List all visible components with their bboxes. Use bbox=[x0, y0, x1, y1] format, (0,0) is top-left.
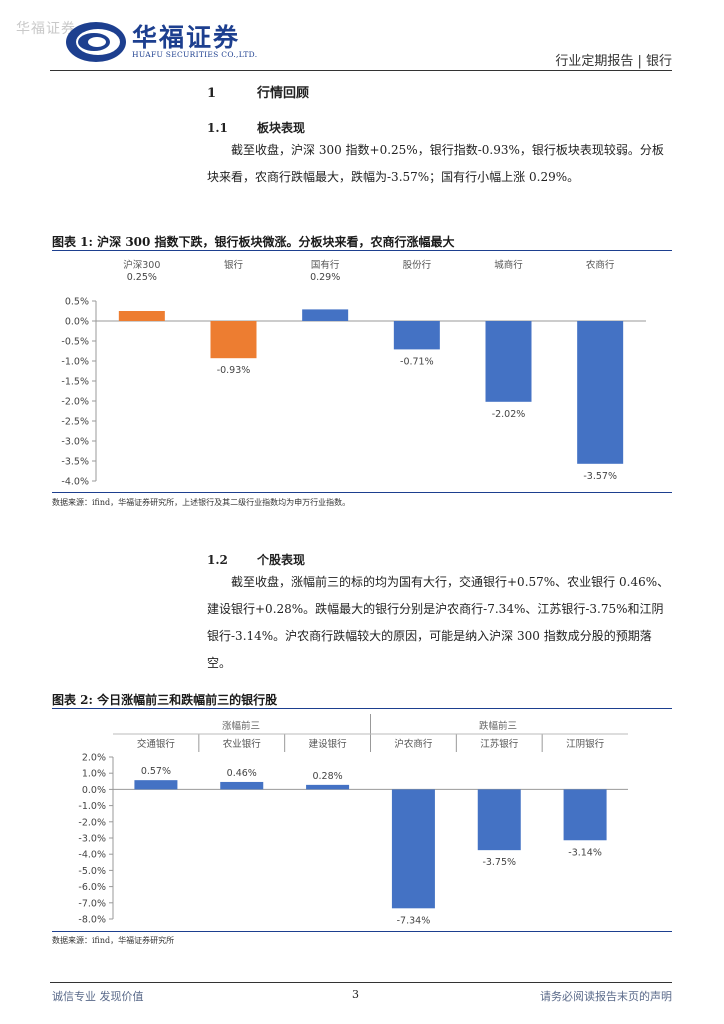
section-title: 板块表现 bbox=[257, 121, 306, 135]
bar bbox=[134, 780, 178, 790]
category-label: 江阴银行 bbox=[566, 738, 605, 750]
footer-slogan: 诚信专业 发现价值 bbox=[52, 990, 144, 1003]
category-label: 国有行 bbox=[311, 259, 340, 271]
section-number: 1 bbox=[207, 86, 217, 101]
y-tick-label: -3.0% bbox=[61, 437, 89, 448]
section-title: 个股表现 bbox=[257, 553, 306, 567]
header-divider bbox=[50, 70, 672, 71]
bar bbox=[391, 789, 435, 909]
logo-en-text: HUAFU SECURITIES CO.,LTD. bbox=[132, 50, 258, 59]
y-tick-label: 0.5% bbox=[65, 297, 89, 308]
category-label: 交通银行 bbox=[137, 738, 176, 750]
data-label: -0.71% bbox=[400, 356, 434, 367]
category-label: 沪深300 bbox=[123, 259, 160, 271]
y-tick-label: -6.0% bbox=[78, 882, 106, 893]
section-number: 1.2 bbox=[207, 553, 228, 567]
footer-disclaimer: 请务必阅读报告末页的声明 bbox=[540, 990, 672, 1003]
y-tick-label: -1.0% bbox=[78, 801, 106, 812]
logo-cn-text: 华福证券 bbox=[132, 23, 241, 52]
data-label: -3.75% bbox=[482, 857, 516, 868]
report-type-label: 行业定期报告 | 银行 bbox=[555, 54, 672, 69]
y-tick-label: -7.0% bbox=[78, 898, 106, 909]
bar bbox=[306, 784, 350, 790]
figure-2-bottom-rule bbox=[52, 931, 672, 932]
bar bbox=[220, 781, 264, 790]
watermark-text: 华福证券 bbox=[16, 21, 76, 37]
section-title: 行情回顾 bbox=[257, 86, 310, 101]
y-tick-label: -5.0% bbox=[78, 866, 106, 877]
y-tick-label: 2.0% bbox=[82, 753, 106, 764]
section-1-2-paragraph: 截至收盘，涨幅前三的标的均为国有大行，交通银行+0.57%、农业银行 0.46%… bbox=[207, 575, 670, 670]
bar bbox=[563, 789, 607, 841]
bar bbox=[118, 311, 165, 321]
category-label: 沪农商行 bbox=[394, 738, 433, 750]
section-heading-1: 1 行情回顾 bbox=[207, 82, 309, 101]
category-label: 农商行 bbox=[586, 259, 615, 271]
category-label: 股份行 bbox=[403, 259, 432, 271]
y-tick-label: -8.0% bbox=[78, 915, 106, 926]
y-tick-label: -2.5% bbox=[61, 417, 89, 428]
y-tick-label: 1.0% bbox=[82, 769, 106, 780]
category-label: 建设银行 bbox=[309, 738, 348, 750]
y-tick-label: -3.0% bbox=[78, 834, 106, 845]
y-tick-label: -4.0% bbox=[78, 850, 106, 861]
group-label-losers: 跌幅前三 bbox=[479, 720, 517, 732]
figure-2-top-rule bbox=[52, 708, 672, 709]
section-number: 1.1 bbox=[207, 121, 228, 135]
page-number: 3 bbox=[352, 988, 359, 1001]
y-tick-label: -0.5% bbox=[61, 337, 89, 348]
data-label: -2.02% bbox=[492, 409, 526, 420]
data-label: 0.46% bbox=[227, 768, 257, 779]
figure-1-source: 数据来源：ifind，华福证券研究所，上述银行及其二级行业指数均为申万行业指数。 bbox=[52, 498, 351, 507]
data-label: -3.57% bbox=[583, 471, 617, 482]
data-label: 0.28% bbox=[312, 771, 342, 782]
figure-2-title: 图表 2: 今日涨幅前三和跌幅前三的银行股 bbox=[52, 693, 278, 707]
data-label: 0.29% bbox=[310, 272, 340, 283]
bar bbox=[485, 321, 532, 402]
figure-1-bottom-rule bbox=[52, 492, 672, 493]
data-label: -3.14% bbox=[568, 847, 602, 858]
figure-1-top-rule bbox=[52, 250, 672, 251]
figure-1-chart: 0.5% 0.0% -0.5% -1.0% -1.5% -2.0% -2.5% -3.0% -3… bbox=[61, 259, 646, 488]
bar bbox=[577, 321, 624, 464]
section-heading-1-1: 1.1 板块表现 bbox=[207, 119, 305, 136]
category-label: 农业银行 bbox=[223, 738, 262, 750]
figure-2-chart: 涨幅前三 跌幅前三 2.0% 1.0% 0.0% -1.0% -2.0% -3.0% -4.… bbox=[78, 714, 628, 926]
bar bbox=[393, 321, 440, 350]
y-tick-label: 0.0% bbox=[65, 317, 89, 328]
figure-1-title: 图表 1: 沪深 300 指数下跌，银行板块微涨。分板块来看，农商行涨幅最大 bbox=[52, 235, 455, 249]
footer-divider bbox=[50, 982, 672, 983]
logo-swirl-icon bbox=[66, 22, 126, 62]
company-logo: 华福证券 HUAFU SECURITIES CO.,LTD. bbox=[64, 18, 274, 66]
data-label: 0.25% bbox=[127, 272, 157, 283]
category-label: 银行 bbox=[224, 259, 244, 271]
category-label: 江苏银行 bbox=[480, 738, 519, 750]
y-tick-label: 0.0% bbox=[82, 785, 106, 796]
y-tick-label: -1.5% bbox=[61, 377, 89, 388]
section-heading-1-2: 1.2 个股表现 bbox=[207, 551, 305, 568]
y-tick-label: -2.0% bbox=[61, 397, 89, 408]
figure-2-source: 数据来源：ifind，华福证券研究所 bbox=[52, 936, 175, 945]
section-1-1-paragraph: 截至收盘，沪深 300 指数+0.25%，银行指数-0.93%，银行板块表现较弱… bbox=[207, 143, 664, 184]
y-tick-label: -4.0% bbox=[61, 477, 89, 488]
y-tick-label: -3.5% bbox=[61, 457, 89, 468]
y-tick-label: -2.0% bbox=[78, 817, 106, 828]
data-label: 0.57% bbox=[141, 766, 171, 777]
group-label-gainers: 涨幅前三 bbox=[222, 720, 260, 732]
bar bbox=[477, 789, 521, 851]
bar bbox=[302, 309, 349, 321]
data-label: -7.34% bbox=[397, 915, 431, 926]
bar bbox=[210, 321, 257, 359]
category-label: 城商行 bbox=[494, 259, 523, 271]
y-tick-label: -1.0% bbox=[61, 357, 89, 368]
data-label: -0.93% bbox=[217, 365, 251, 376]
